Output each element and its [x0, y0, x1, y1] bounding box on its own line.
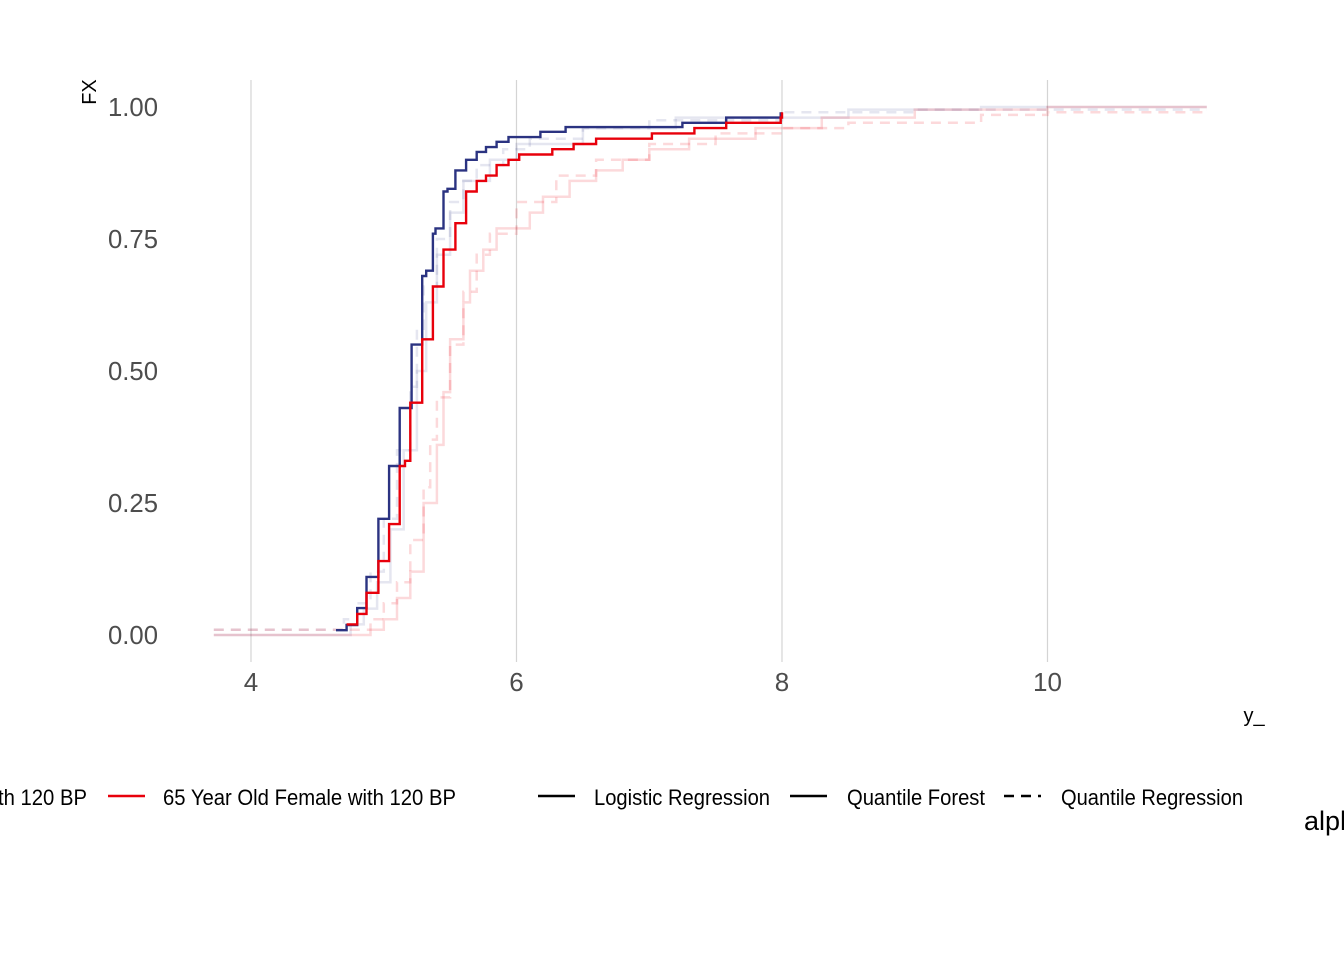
x-tick-label: 4 [244, 667, 258, 697]
y-axis-label: FX [79, 79, 101, 105]
legend-label-logistic: Logistic Regression [594, 785, 770, 810]
series-line-quantile-forest-person-1 [213, 105, 1207, 637]
x-tick-label: 8 [775, 667, 789, 697]
gridlines [250, 80, 1049, 662]
x-tick-label: 6 [509, 667, 523, 697]
legend-label-quantreg: Quantile Regression [1061, 785, 1243, 810]
y-tick-label: 0.50 [108, 356, 158, 386]
x-tick-label: 10 [1033, 667, 1062, 697]
legend-alpha-title: alph [1304, 806, 1344, 836]
series-line-logistic-regression-65-year-old-female [346, 112, 784, 626]
legend-label-forest: Quantile Forest [847, 785, 985, 810]
legend-label-person1: th 120 BP [0, 785, 87, 810]
y-tick-label: 0.00 [108, 620, 158, 650]
x-axis-label: y_ [1243, 705, 1265, 727]
legend: th 120 BP 65 Year Old Female with 120 BP… [0, 785, 1344, 836]
series-line-logistic-regression-person-1 [336, 112, 782, 632]
x-tick-labels: 4 6 8 10 [244, 667, 1062, 697]
series-line-quantile-regression-65-year-old-female [213, 111, 1207, 631]
y-tick-label: 0.25 [108, 488, 158, 518]
series-line-quantile-regression-person-1 [213, 108, 1207, 631]
series-line-quantile-forest-65-year-old-female [213, 105, 1207, 637]
y-tick-label: 0.75 [108, 224, 158, 254]
y-tick-labels: 0.00 0.25 0.50 0.75 1.00 [108, 92, 158, 650]
legend-label-female: 65 Year Old Female with 120 BP [163, 785, 456, 810]
series-lines [213, 105, 1207, 637]
y-tick-label: 1.00 [108, 92, 158, 122]
